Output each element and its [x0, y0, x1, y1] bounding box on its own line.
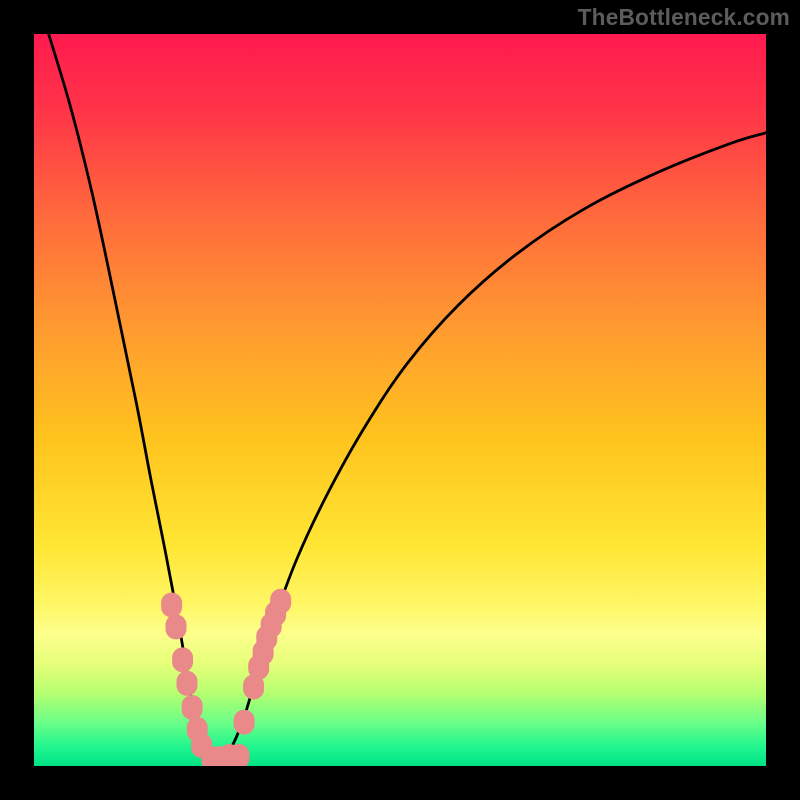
marker-point [229, 744, 249, 766]
marker-point [182, 695, 202, 719]
marker-point [162, 593, 182, 617]
chart-frame: TheBottleneck.com [0, 0, 800, 800]
marker-point [234, 710, 254, 734]
watermark-text: TheBottleneck.com [578, 4, 790, 31]
marker-point [271, 589, 291, 613]
plot-area [34, 34, 766, 766]
marker-point [177, 671, 197, 695]
marker-point [173, 648, 193, 672]
scatter-markers [34, 34, 766, 766]
marker-point [166, 615, 186, 639]
